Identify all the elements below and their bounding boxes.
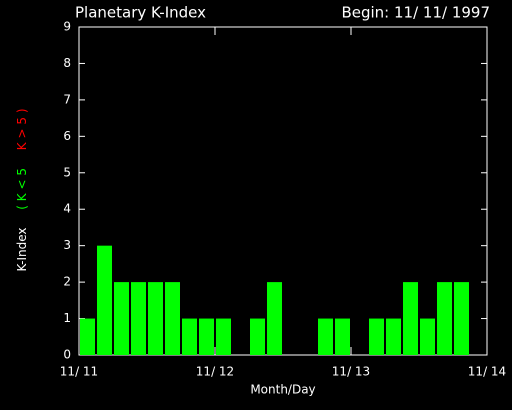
y-axis-title: K-Index [15,228,29,272]
y-tick-label: 8 [63,56,71,70]
x-tick-label: 11/ 11 [60,365,98,379]
x-axis-label: Month/Day [250,383,315,397]
bar [318,318,333,355]
y-tick-label: 9 [63,20,71,34]
bar [369,318,384,355]
y-tick-label: 2 [63,275,71,289]
bar [386,318,401,355]
bar [403,282,418,355]
y-axis-label: K-Index ( K < 5 K > 5 ) [15,108,29,271]
x-tick-label: 11/ 14 [468,365,506,379]
y-axis-high-label: K > 5 ) [15,108,29,150]
x-tick-label: 11/ 13 [332,365,370,379]
bar [148,282,163,355]
bar [267,282,282,355]
bar [335,318,350,355]
bar [114,282,129,355]
bar [182,318,197,355]
bar [420,318,435,355]
y-tick-label: 0 [63,348,71,362]
x-tick-label: 11/ 12 [196,365,234,379]
bar [216,318,231,355]
y-tick-label: 7 [63,92,71,106]
y-tick-label: 4 [63,202,71,216]
bar [131,282,146,355]
y-tick-label: 3 [63,238,71,252]
bar [97,245,112,355]
chart-title: Planetary K-Index [75,4,206,22]
plot-frame [78,26,488,356]
bar [454,282,469,355]
y-tick-label: 5 [63,165,71,179]
chart-subtitle: Begin: 11/ 11/ 1997 [341,4,490,22]
y-axis-low-label: ( K < 5 [15,168,29,210]
bar [437,282,452,355]
y-tick-label: 1 [63,311,71,325]
bar [80,318,95,355]
bar [165,282,180,355]
bar [199,318,214,355]
bar [250,318,265,355]
y-tick-label: 6 [63,129,71,143]
